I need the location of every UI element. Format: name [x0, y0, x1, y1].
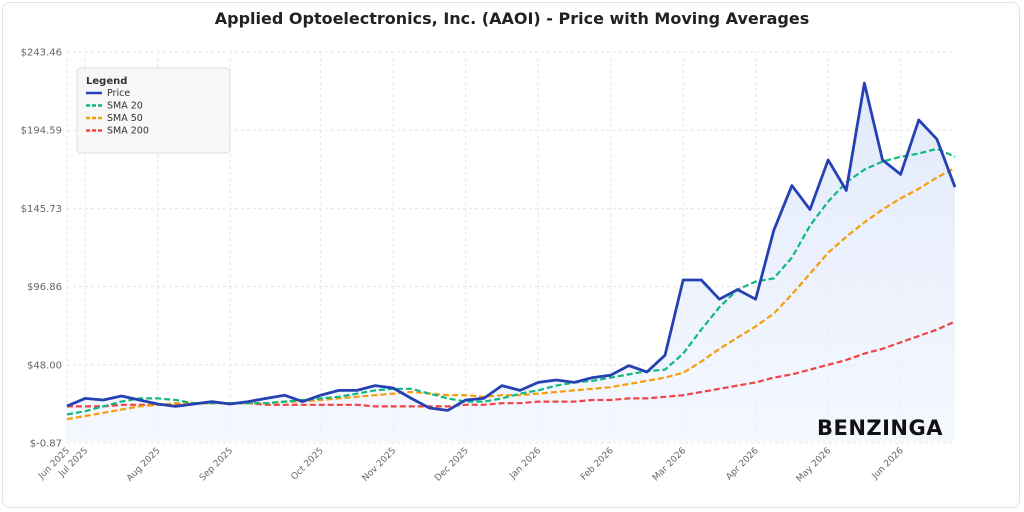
plot-area: [66, 81, 957, 442]
x-tick-label: Aug 2025: [125, 446, 163, 484]
x-tick-label: Apr 2026: [724, 446, 760, 482]
y-tick-label: $243.46: [21, 48, 62, 59]
x-tick-label: Dec 2025: [433, 446, 471, 484]
legend-box: [76, 67, 231, 154]
x-tick-label: Jun 2026: [870, 446, 906, 482]
legend-label: SMA 20: [107, 101, 143, 112]
legend-title: Legend: [86, 76, 127, 87]
chart-title: Applied Optoelectronics, Inc. (AAOI) - P…: [215, 9, 810, 28]
y-tick-label: $96.86: [27, 282, 62, 293]
x-tick-label: Oct 2025: [290, 446, 326, 482]
x-tick-label: Jan 2026: [507, 446, 543, 482]
y-tick-label: $48.00: [27, 360, 62, 371]
legend-label: Price: [107, 88, 130, 99]
x-tick-label: Nov 2025: [361, 446, 399, 484]
legend-label: SMA 200: [107, 126, 149, 137]
watermark: BENZINGA: [817, 416, 943, 440]
legend-label: SMA 50: [107, 113, 143, 124]
x-tick-label: Feb 2026: [579, 446, 616, 483]
x-tick-label: May 2026: [795, 446, 834, 485]
x-tick-label: Mar 2026: [651, 446, 688, 483]
series-line: [66, 81, 957, 412]
y-tick-label: $145.73: [21, 204, 62, 215]
y-tick-label: $194.59: [21, 126, 62, 137]
y-tick-label: $-0.87: [30, 439, 62, 450]
series-line: [66, 147, 956, 416]
x-tick-label: Sep 2025: [198, 446, 235, 483]
price-area: [67, 83, 955, 442]
